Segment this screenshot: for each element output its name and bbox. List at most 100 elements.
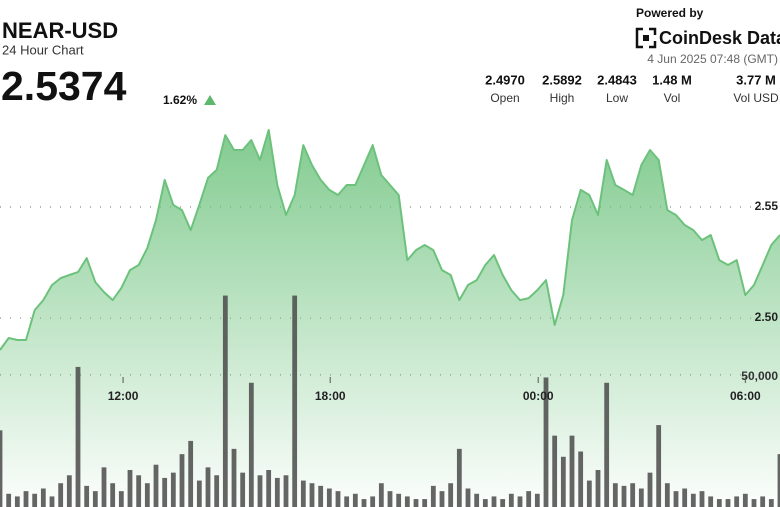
volume-bar xyxy=(560,456,566,507)
volume-bar xyxy=(404,496,410,507)
volume-bar xyxy=(422,499,428,507)
x-tick-label: 18:00 xyxy=(315,389,346,403)
brand-icon xyxy=(635,27,657,49)
volume-bar xyxy=(526,491,532,507)
volume-bar xyxy=(318,485,324,507)
volume-bar xyxy=(664,483,670,507)
volume-bar xyxy=(92,491,98,507)
volume-bar xyxy=(6,493,12,507)
stat-label: Vol xyxy=(664,91,681,105)
volume-bar xyxy=(32,493,38,507)
volume-bar xyxy=(413,499,419,507)
price-line xyxy=(0,129,780,351)
volume-bar xyxy=(170,472,176,507)
volume-bar xyxy=(465,488,471,507)
y-tick-label: 2.55 xyxy=(755,199,779,213)
volume-bar xyxy=(378,483,384,507)
volume-bar xyxy=(430,485,436,507)
volume-bar xyxy=(196,480,202,507)
stat-value: 3.77 M xyxy=(736,72,776,87)
volume-bar xyxy=(456,448,462,507)
volume-bar xyxy=(144,483,150,507)
volume-bar xyxy=(500,499,506,507)
stats: 2.4970 Open 2.5892 High 2.4843 Low 1.48 M Vol 3.… xyxy=(485,72,779,105)
volume-bar xyxy=(231,448,237,507)
x-tick-label: 06:00 xyxy=(730,389,761,403)
volume-bar xyxy=(179,454,185,507)
price: 2.5374 xyxy=(1,63,127,109)
volume-bar xyxy=(23,491,29,507)
volume-bar xyxy=(283,475,289,507)
stat-label: Low xyxy=(606,91,628,105)
volume-bar xyxy=(84,485,90,507)
volume-bar xyxy=(387,491,393,507)
up-arrow xyxy=(204,95,216,105)
volume-bar xyxy=(118,491,124,507)
volume-bar xyxy=(690,493,696,507)
volume-bar xyxy=(309,483,315,507)
volume-bar xyxy=(708,496,714,507)
volume-bar xyxy=(110,483,116,507)
volume-bar xyxy=(352,493,358,507)
volume-bar xyxy=(534,493,540,507)
volume-bar xyxy=(725,499,731,507)
powered-by: Powered by xyxy=(636,6,704,20)
volume-bar xyxy=(49,496,55,507)
stat-value: 2.4970 xyxy=(485,72,525,87)
volume-bar xyxy=(300,480,306,507)
volume-bar xyxy=(612,483,618,507)
volume-bar xyxy=(0,430,3,507)
volume-bar xyxy=(491,496,497,507)
volume-bar xyxy=(439,491,445,507)
volume-bar xyxy=(335,491,341,507)
stat-value: 1.48 M xyxy=(652,72,692,87)
volume-bar xyxy=(699,491,705,507)
timestamp: 4 Jun 2025 07:48 (GMT) xyxy=(647,52,778,66)
volume-bar xyxy=(543,377,549,507)
title: NEAR-USD xyxy=(2,18,118,43)
volume-bar xyxy=(58,483,64,507)
stat-value: 2.5892 xyxy=(542,72,582,87)
x-tick-label: 00:00 xyxy=(523,389,554,403)
y-tick-label: 2.50 xyxy=(755,310,779,324)
volume-bar xyxy=(638,488,644,507)
volume-bar xyxy=(630,483,636,507)
y2-tick-label: 50,000 xyxy=(741,369,778,383)
volume-bar xyxy=(552,435,558,507)
volume-bar xyxy=(361,499,367,507)
volume-bar xyxy=(40,488,46,507)
volume-bar xyxy=(595,470,601,507)
volume-bar xyxy=(448,483,454,507)
volume-bar xyxy=(274,477,280,507)
volume-bar xyxy=(396,493,402,507)
stat-value: 2.4843 xyxy=(597,72,637,87)
volume-bar xyxy=(326,488,332,507)
stat-label: High xyxy=(550,91,575,105)
volume-bar xyxy=(248,382,254,507)
volume-bar xyxy=(673,491,679,507)
subtitle: 24 Hour Chart xyxy=(2,42,84,57)
volume-bar xyxy=(162,477,168,507)
volume-bar xyxy=(292,295,298,507)
volume-bar xyxy=(716,499,722,507)
volume-bar xyxy=(517,496,523,507)
volume-bar xyxy=(621,485,627,507)
volume-bar xyxy=(604,382,610,507)
volume-bar xyxy=(101,467,107,507)
volume-bar xyxy=(240,472,246,507)
volume-bar xyxy=(777,454,780,507)
volume-bar xyxy=(647,472,653,507)
volume-bar xyxy=(734,496,740,507)
volume-bar xyxy=(682,488,688,507)
volume-bar xyxy=(344,496,350,507)
volume-bar xyxy=(742,493,748,507)
stat-label: Vol USD xyxy=(733,91,779,105)
price-area xyxy=(0,130,780,507)
volume-bar xyxy=(656,425,662,507)
volume-bar xyxy=(508,493,514,507)
volume-bar xyxy=(66,475,72,507)
volume-bar xyxy=(482,499,488,507)
volume-bar xyxy=(214,475,220,507)
volume-bar xyxy=(188,440,194,507)
